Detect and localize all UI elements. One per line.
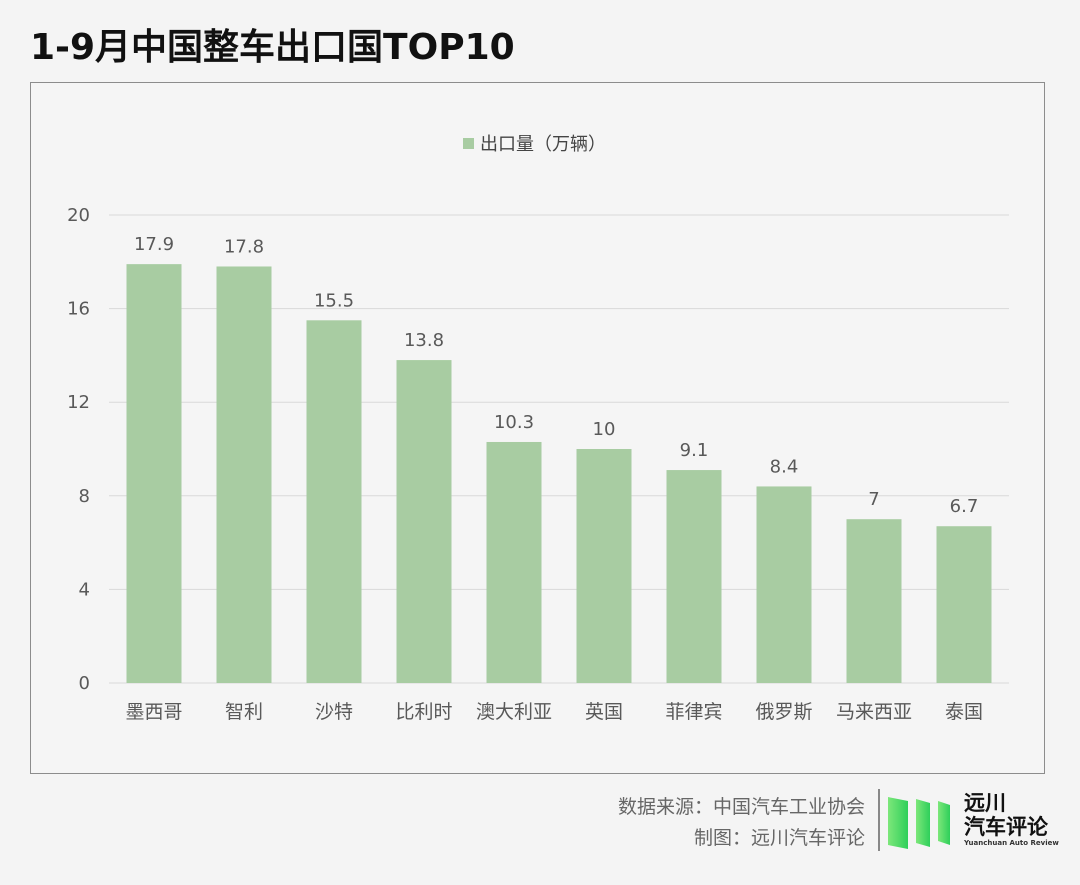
chart-frame: 出口量（万辆） 0 4 8 12 16 20 17.9 墨西哥 17.8 智利 15.5 沙特 13.8… xyxy=(30,82,1045,774)
data-label: 8.4 xyxy=(770,456,799,477)
y-tick-label: 0 xyxy=(79,673,90,694)
x-tick-label: 澳大利亚 xyxy=(476,701,552,723)
bar xyxy=(936,526,992,683)
y-tick-label: 16 xyxy=(67,299,90,320)
legend-swatch xyxy=(463,137,474,149)
chart-title: 1-9月中国整车出口国TOP10 xyxy=(30,27,515,68)
bar xyxy=(486,441,542,683)
data-label: 7 xyxy=(868,489,879,510)
x-tick-label: 泰国 xyxy=(945,701,983,723)
data-source: 数据来源：中国汽车工业协会 xyxy=(617,796,865,818)
y-tick-label: 12 xyxy=(67,392,90,413)
logo-subtitle: Yuanchuan Auto Review xyxy=(964,839,1059,847)
data-label: 13.8 xyxy=(404,330,444,351)
x-tick-label: 英国 xyxy=(585,701,623,723)
data-label: 6.7 xyxy=(950,496,979,517)
logo-text: 远川 汽车评论 xyxy=(964,791,1048,839)
bar xyxy=(666,470,722,683)
x-tick-label: 俄罗斯 xyxy=(755,701,812,723)
data-label: 10 xyxy=(593,419,616,440)
bar xyxy=(756,486,812,683)
data-label: 17.9 xyxy=(134,234,174,255)
data-label: 15.5 xyxy=(314,290,354,311)
bar xyxy=(846,519,902,683)
bar xyxy=(216,266,272,683)
bar-chart: 0 4 8 12 16 20 17.9 墨西哥 17.8 智利 15.5 沙特 13.8 比利时 10.3 澳… xyxy=(67,205,1009,723)
bar xyxy=(576,449,632,683)
x-tick-label: 比利时 xyxy=(395,701,452,723)
bar xyxy=(306,320,362,683)
y-tick-label: 20 xyxy=(67,205,90,226)
data-label: 9.1 xyxy=(680,440,709,461)
x-tick-label: 菲律宾 xyxy=(665,701,722,723)
yuanchuan-logo: 远川 汽车评论 Yuanchuan Auto Review xyxy=(878,789,1059,851)
y-tick-label: 4 xyxy=(79,579,90,600)
logo-divider xyxy=(878,789,880,851)
x-tick-label: 马来西亚 xyxy=(836,701,912,723)
data-label: 10.3 xyxy=(494,412,534,433)
bar xyxy=(126,264,182,683)
bar xyxy=(396,360,452,683)
chart-maker: 制图：远川汽车评论 xyxy=(693,827,865,849)
legend: 出口量（万辆） xyxy=(463,130,606,156)
legend-label: 出口量（万辆） xyxy=(480,134,606,155)
data-label: 17.8 xyxy=(224,236,264,257)
logo-line1: 远川 xyxy=(964,791,1006,815)
y-tick-label: 8 xyxy=(79,486,90,507)
logo-line2: 汽车评论 xyxy=(964,815,1048,839)
x-tick-label: 墨西哥 xyxy=(125,701,182,723)
footer-credits: 数据来源：中国汽车工业协会 制图：远川汽车评论 xyxy=(618,792,865,854)
x-tick-label: 智利 xyxy=(225,701,263,723)
logo-mark-icon xyxy=(888,797,950,849)
x-tick-label: 沙特 xyxy=(315,701,353,723)
